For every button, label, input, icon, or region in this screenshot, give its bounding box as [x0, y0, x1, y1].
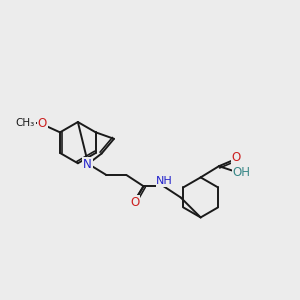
- Text: OH: OH: [232, 166, 250, 179]
- Text: CH₃: CH₃: [16, 118, 35, 128]
- Text: NH: NH: [156, 176, 173, 186]
- Text: O: O: [130, 196, 139, 209]
- Text: O: O: [38, 117, 47, 130]
- Text: O: O: [231, 152, 241, 164]
- Text: N: N: [83, 158, 92, 171]
